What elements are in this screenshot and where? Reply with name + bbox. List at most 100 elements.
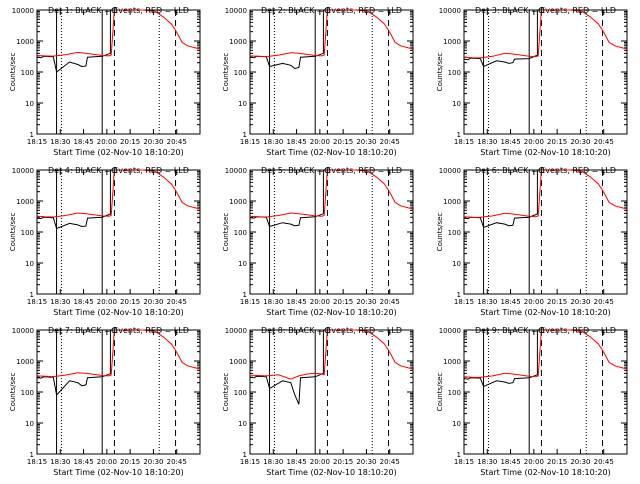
panel-title: Det 5: BLACK = Events, RED = LLD bbox=[261, 166, 402, 175]
y-tick-label: 100 bbox=[448, 229, 461, 237]
x-tick-label: 20:00 bbox=[310, 138, 330, 146]
x-tick-label: 18:30 bbox=[263, 138, 283, 146]
panel-title: Det 1: BLACK = Events, RED = LLD bbox=[48, 6, 189, 15]
lld-series-line bbox=[36, 9, 201, 57]
y-tick-label: 1000 bbox=[229, 38, 247, 46]
peak-marker-circle bbox=[111, 7, 118, 14]
x-tick-label: 20:30 bbox=[356, 138, 376, 146]
x-tick-label: 20:30 bbox=[356, 298, 376, 306]
y-tick-label: 10000 bbox=[12, 167, 34, 175]
y-tick-label: 100 bbox=[448, 69, 461, 77]
y-tick-label: 10000 bbox=[439, 7, 461, 15]
panel-title: Det 8: BLACK = Events, RED = LLD bbox=[261, 326, 402, 335]
x-tick-label: 18:15 bbox=[454, 298, 474, 306]
x-tick-label: 20:15 bbox=[333, 138, 353, 146]
x-tick-label: 20:15 bbox=[120, 458, 140, 466]
panel-title: Det 9: BLACK = Events, RED = LLD bbox=[475, 326, 616, 335]
x-tick-label: 18:15 bbox=[27, 458, 47, 466]
x-tick-label: 20:45 bbox=[380, 458, 400, 466]
x-tick-label: 20:30 bbox=[570, 458, 590, 466]
y-tick-label: 10000 bbox=[439, 167, 461, 175]
x-tick-label: 18:45 bbox=[500, 298, 520, 306]
x-tick-label: 20:30 bbox=[570, 138, 590, 146]
x-tick-label: 18:45 bbox=[500, 138, 520, 146]
chart-panel-2: 1 10 100 1000 10000 18:15 18:30 18:45 20:00 20:15… bbox=[222, 6, 414, 157]
x-tick-label: 20:30 bbox=[143, 458, 163, 466]
y-tick-label: 1000 bbox=[16, 38, 34, 46]
y-tick-label: 10 bbox=[238, 100, 247, 108]
x-tick-label: 18:45 bbox=[286, 298, 306, 306]
x-tick-label: 20:00 bbox=[310, 458, 330, 466]
x-tick-label: 20:45 bbox=[167, 138, 187, 146]
x-tick-label: 20:15 bbox=[120, 298, 140, 306]
x-axis-label: Start Time (02-Nov-10 18:10:20) bbox=[266, 308, 396, 317]
x-tick-label: 18:15 bbox=[240, 458, 260, 466]
events-series-line bbox=[249, 170, 324, 228]
y-tick-label: 100 bbox=[234, 229, 247, 237]
x-tick-label: 18:30 bbox=[50, 458, 70, 466]
x-tick-label: 20:00 bbox=[97, 298, 117, 306]
chart-panel-9: 1 10 100 1000 10000 18:15 18:30 18:45 20:00 20:15… bbox=[436, 326, 628, 477]
y-axis-label: Counts/sec bbox=[9, 373, 17, 412]
x-tick-label: 20:30 bbox=[143, 298, 163, 306]
y-axis-label: Counts/sec bbox=[222, 213, 230, 252]
x-tick-label: 18:45 bbox=[73, 298, 93, 306]
x-tick-label: 18:30 bbox=[477, 458, 497, 466]
lld-series-line bbox=[463, 329, 628, 378]
y-tick-label: 10 bbox=[25, 260, 34, 268]
events-series-line bbox=[463, 170, 538, 229]
x-tick-label: 20:45 bbox=[380, 138, 400, 146]
y-tick-label: 1 bbox=[30, 291, 34, 299]
x-tick-label: 18:15 bbox=[27, 138, 47, 146]
x-tick-label: 20:00 bbox=[524, 298, 544, 306]
x-tick-label: 20:00 bbox=[310, 298, 330, 306]
y-tick-label: 100 bbox=[234, 69, 247, 77]
x-tick-label: 20:15 bbox=[547, 298, 567, 306]
peak-marker-circle bbox=[324, 167, 331, 174]
x-tick-label: 20:15 bbox=[120, 138, 140, 146]
peak-marker-circle bbox=[538, 167, 545, 174]
y-tick-label: 10000 bbox=[225, 167, 247, 175]
x-tick-label: 18:45 bbox=[73, 138, 93, 146]
y-tick-label: 1 bbox=[457, 291, 461, 299]
y-tick-label: 1 bbox=[243, 451, 247, 459]
x-tick-label: 20:30 bbox=[143, 138, 163, 146]
x-axis-label: Start Time (02-Nov-10 18:10:20) bbox=[266, 148, 396, 157]
peak-marker-circle bbox=[538, 327, 545, 334]
y-tick-label: 1000 bbox=[443, 38, 461, 46]
y-tick-label: 1000 bbox=[229, 198, 247, 206]
x-axis-label: Start Time (02-Nov-10 18:10:20) bbox=[480, 308, 610, 317]
x-tick-label: 20:00 bbox=[97, 458, 117, 466]
lld-series-line bbox=[36, 169, 201, 218]
lld-series-line bbox=[36, 329, 201, 378]
y-tick-label: 10000 bbox=[225, 327, 247, 335]
chart-panel-1: 1 10 100 1000 10000 18:15 18:30 18:45 20:00 20:15… bbox=[9, 6, 201, 157]
x-axis-label: Start Time (02-Nov-10 18:10:20) bbox=[53, 148, 183, 157]
events-series-line bbox=[36, 10, 111, 73]
x-tick-label: 20:45 bbox=[594, 458, 614, 466]
y-tick-label: 10 bbox=[452, 100, 461, 108]
y-axis-label: Counts/sec bbox=[436, 53, 444, 92]
x-tick-label: 18:45 bbox=[286, 138, 306, 146]
panel-title: Det 4: BLACK = Events, RED = LLD bbox=[48, 166, 189, 175]
x-tick-label: 20:30 bbox=[570, 298, 590, 306]
x-tick-label: 18:15 bbox=[454, 138, 474, 146]
x-tick-label: 18:30 bbox=[477, 298, 497, 306]
y-axis-label: Counts/sec bbox=[436, 213, 444, 252]
x-tick-label: 20:00 bbox=[524, 458, 544, 466]
y-axis-label: Counts/sec bbox=[222, 53, 230, 92]
y-tick-label: 10 bbox=[25, 100, 34, 108]
x-tick-label: 18:30 bbox=[50, 138, 70, 146]
y-tick-label: 1 bbox=[243, 131, 247, 139]
y-tick-label: 10 bbox=[238, 260, 247, 268]
y-tick-label: 10 bbox=[452, 260, 461, 268]
peak-marker-circle bbox=[324, 327, 331, 334]
x-tick-label: 20:15 bbox=[547, 458, 567, 466]
x-tick-label: 20:45 bbox=[594, 138, 614, 146]
peak-marker-circle bbox=[111, 327, 118, 334]
x-tick-label: 18:45 bbox=[500, 458, 520, 466]
x-axis-label: Start Time (02-Nov-10 18:10:20) bbox=[266, 468, 396, 477]
y-tick-label: 10 bbox=[238, 420, 247, 428]
chart-panel-5: 1 10 100 1000 10000 18:15 18:30 18:45 20:00 20:15… bbox=[222, 166, 414, 317]
